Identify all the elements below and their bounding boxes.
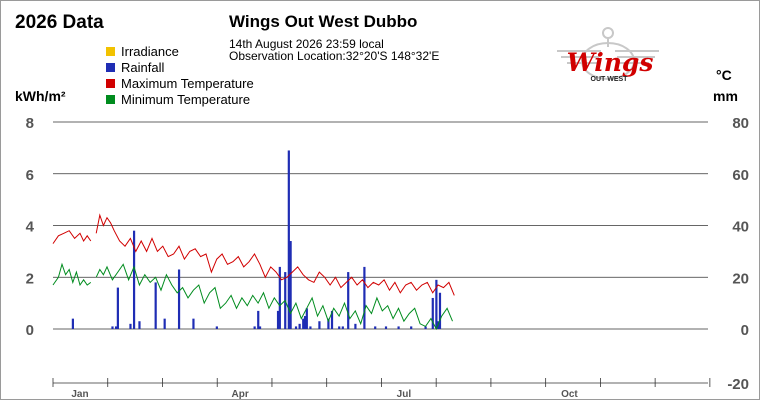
page-heading: 2026 Data — [15, 12, 104, 33]
right-axis-tick-label: 40 — [732, 219, 749, 236]
rainfall-bar — [327, 318, 330, 329]
right-axis-unit-temp: °C — [716, 67, 732, 83]
rainfall-bar — [258, 326, 262, 329]
rainfall-bar — [305, 308, 308, 329]
left-axis-tick-label: 4 — [26, 219, 35, 236]
rainfall-bar — [132, 230, 136, 329]
rainfall-bar — [298, 323, 301, 329]
rainfall-bar — [163, 318, 166, 329]
rainfall-bar — [215, 326, 218, 329]
rainfall-bar — [287, 150, 290, 329]
legend-label-rainfall: Rainfall — [121, 59, 165, 75]
rainfall-bar — [431, 297, 434, 329]
rainfall-bar — [278, 266, 281, 329]
rainfall-bar — [71, 318, 74, 329]
rainfall-bar — [257, 310, 260, 329]
rainfall-bar — [309, 326, 312, 329]
rainfall-bar — [354, 323, 357, 329]
rainfall-bar — [397, 326, 400, 329]
legend-item-min-temp: Minimum Temperature — [106, 91, 254, 107]
left-axis-unit: kWh/m² — [15, 88, 66, 104]
rainfall-bar — [192, 318, 195, 329]
rainfall-bar — [303, 316, 307, 329]
right-axis-tick-label: 80 — [732, 115, 749, 132]
rainfall-bar — [363, 266, 366, 329]
left-axis-tick-label: 2 — [26, 270, 34, 287]
rainfall-bar — [177, 269, 181, 329]
x-axis-tick-label: Jan — [71, 389, 88, 399]
rainfall-bar — [438, 292, 442, 329]
right-axis-tick-label: 60 — [732, 167, 749, 184]
rainfall-bar — [318, 321, 321, 329]
rainfall-bar — [116, 287, 119, 329]
right-axis-tick-label: 0 — [741, 322, 749, 339]
right-axis-tick-label: 20 — [732, 270, 749, 287]
left-axis-tick-label: 0 — [26, 322, 34, 339]
min-temp-line — [95, 263, 453, 331]
legend-label-max-temp: Maximum Temperature — [121, 75, 254, 91]
rainfall-bar — [154, 282, 157, 329]
rainfall-bar — [138, 321, 141, 329]
rainfall-bar — [374, 326, 377, 329]
legend-item-max-temp: Maximum Temperature — [106, 75, 254, 91]
right-axis-unit-rain: mm — [713, 88, 738, 104]
legend-swatch-irradiance — [106, 46, 115, 56]
legend-label-irradiance: Irradiance — [121, 43, 179, 59]
logo-subtext: OUT WEST — [591, 76, 629, 83]
rainfall-bar — [253, 326, 256, 329]
left-axis-tick-label: 8 — [26, 115, 34, 132]
rainfall-bar — [302, 318, 305, 329]
left-axis-tick-label: 6 — [26, 167, 34, 184]
legend-swatch-rainfall — [106, 62, 115, 72]
rainfall-bar — [347, 272, 350, 329]
rainfall-bar — [424, 326, 427, 329]
chart-title: Wings Out West Dubbo — [229, 12, 418, 31]
legend-swatch-max-temp — [106, 78, 115, 88]
rainfall-bar — [341, 326, 344, 329]
legend-label-min-temp: Minimum Temperature — [121, 91, 251, 107]
x-axis-tick-label: Oct — [561, 389, 578, 399]
rainfall-bar — [410, 326, 413, 329]
min-temp-line — [52, 262, 92, 287]
max-temp-line — [95, 213, 455, 296]
rainfall-bar — [111, 326, 114, 329]
right-axis-tick-label: -20 — [727, 376, 749, 393]
observation-location: Observation Location:32°20'S 148°32'E — [229, 49, 440, 63]
rainfall-bar — [276, 310, 280, 329]
rainfall-bar — [294, 326, 298, 329]
x-axis-tick-label: Apr — [232, 389, 249, 399]
legend-item-rainfall: Rainfall — [106, 59, 254, 75]
rainfall-bar — [114, 326, 118, 329]
legend: Irradiance Rainfall Maximum Temperature … — [106, 43, 254, 107]
rainfall-bar — [330, 310, 334, 329]
wings-out-west-logo: Wings OUT WEST — [557, 27, 659, 83]
rainfall-bar — [435, 279, 438, 329]
rainfall-bar — [384, 326, 388, 329]
timestamp: 14th August 2026 23:59 local — [229, 37, 384, 51]
max-temp-line — [52, 230, 92, 244]
rainfall-bar — [338, 326, 341, 329]
legend-item-irradiance: Irradiance — [106, 43, 254, 59]
logo-wordmark: Wings — [567, 48, 654, 77]
rainfall-bar — [289, 241, 292, 329]
legend-swatch-min-temp — [106, 94, 115, 104]
x-axis-tick-label: Jul — [397, 389, 412, 399]
rainfall-bar — [129, 323, 132, 329]
